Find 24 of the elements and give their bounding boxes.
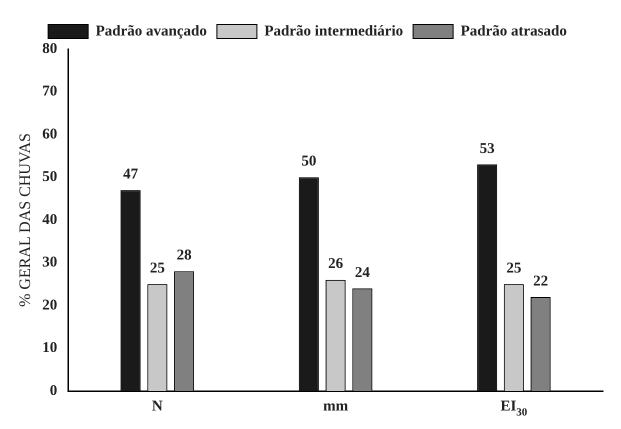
data-label: 24 bbox=[354, 264, 370, 281]
y-tick-label: 80 bbox=[42, 40, 58, 57]
data-label: 28 bbox=[176, 248, 192, 264]
legend-label: Padrão avançado bbox=[96, 23, 207, 40]
data-label: 25 bbox=[506, 260, 522, 276]
legend-label: Padrão intermediário bbox=[264, 23, 404, 40]
y-tick-label: 0 bbox=[50, 382, 58, 399]
y-tick-label: 70 bbox=[42, 84, 58, 100]
y-tick-label: 10 bbox=[42, 340, 58, 356]
x-tick-label: N bbox=[152, 398, 163, 414]
y-tick-label: 60 bbox=[42, 126, 58, 142]
data-label: 47 bbox=[123, 166, 139, 182]
data-label: 26 bbox=[328, 256, 344, 272]
data-label: 53 bbox=[480, 140, 495, 157]
x-tick-label: mm bbox=[323, 398, 349, 414]
y-tick-label: 50 bbox=[42, 169, 58, 186]
y-axis-title: % GERAL DAS CHUVAS bbox=[16, 133, 34, 307]
data-label: 25 bbox=[150, 260, 165, 276]
legend-label: Padrão atrasado bbox=[460, 23, 567, 40]
y-tick-label: 40 bbox=[42, 212, 58, 228]
y-tick-label: 20 bbox=[42, 297, 58, 314]
data-label: 50 bbox=[301, 154, 316, 170]
data-label: 22 bbox=[533, 273, 548, 290]
y-tick-label: 30 bbox=[42, 254, 58, 271]
